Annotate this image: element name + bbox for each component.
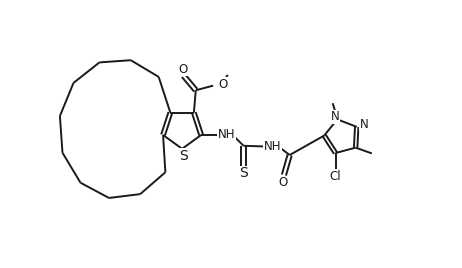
Text: S: S — [239, 166, 248, 180]
Text: Cl: Cl — [330, 170, 341, 183]
Text: O: O — [279, 176, 288, 189]
Text: O: O — [219, 78, 228, 91]
Text: N: N — [359, 118, 368, 131]
Text: NH: NH — [264, 140, 281, 153]
Text: O: O — [178, 63, 187, 76]
Text: S: S — [179, 149, 188, 163]
Text: N: N — [331, 110, 340, 123]
Text: NH: NH — [218, 128, 235, 141]
